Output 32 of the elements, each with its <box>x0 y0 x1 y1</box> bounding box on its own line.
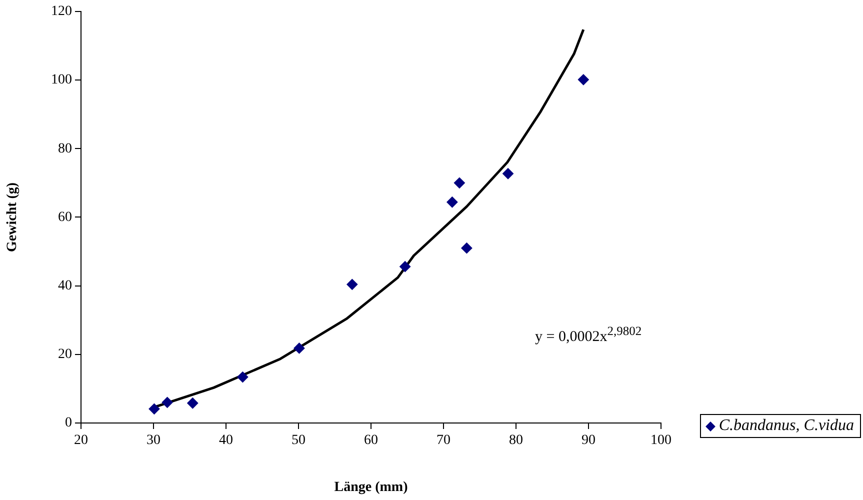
y-tick-label: 20 <box>58 347 72 362</box>
x-tick-label: 40 <box>219 433 233 448</box>
point <box>187 398 198 409</box>
point <box>346 278 358 290</box>
y-tick-label: 80 <box>58 141 72 156</box>
x-tick-label: 70 <box>436 433 450 448</box>
point <box>578 74 589 86</box>
y-axis-title: Gewicht (g) <box>5 182 20 252</box>
legend-label: C.bandanus, C.vidua <box>718 417 854 435</box>
x-tick-label: 30 <box>146 433 160 448</box>
x-tick-label: 80 <box>509 433 523 448</box>
x-tick-label: 50 <box>292 433 306 448</box>
y-tick-label: 60 <box>58 210 72 225</box>
y-tick-label: 120 <box>51 4 72 20</box>
x-tick-label: 20 <box>74 433 88 448</box>
point <box>446 196 458 208</box>
y-tick-label: 40 <box>58 278 72 294</box>
point <box>502 168 514 180</box>
point <box>461 242 472 254</box>
point <box>237 372 248 383</box>
y-tick-label: 100 <box>51 72 72 88</box>
annotation: y = 0,0002x$^{2,9802}$ <box>535 324 642 346</box>
x-tick-label: 100 <box>650 433 672 448</box>
point <box>148 403 160 414</box>
point <box>454 177 465 188</box>
x-tick-label: 90 <box>582 433 596 448</box>
point <box>400 261 411 272</box>
point <box>162 396 173 408</box>
x-axis-title: Länge (mm) <box>334 480 408 496</box>
y-tick-label: 0 <box>65 416 72 431</box>
point <box>294 342 305 354</box>
x-tick-label: 60 <box>364 433 378 448</box>
